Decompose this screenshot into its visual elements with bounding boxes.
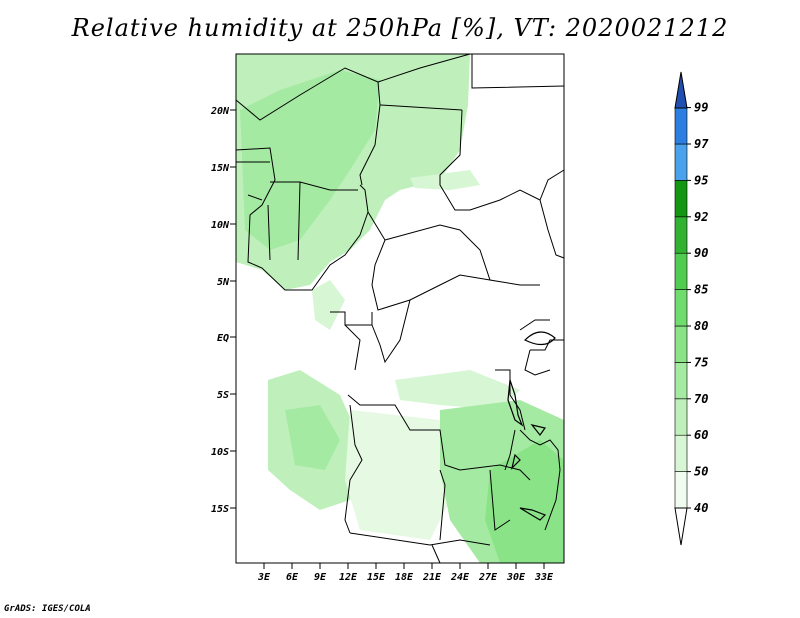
- country-borders: [235, 53, 565, 564]
- colorbar-label: 75: [694, 355, 708, 369]
- colorbar-segment: [674, 216, 688, 254]
- colorbar-segment: [674, 398, 688, 436]
- colorbar-segment: [674, 180, 688, 218]
- colorbar-label: 95: [694, 173, 708, 187]
- colorbar-segment: [674, 143, 688, 181]
- colorbar-segment: [674, 325, 688, 363]
- lakes: [507, 331, 556, 521]
- longitude-labels: 3E 6E 9E 12E 15E 18E 21E 24E 27E 30E 33E: [257, 572, 554, 583]
- colorbar-label: 80: [694, 319, 708, 333]
- colorbar-label: 70: [694, 392, 708, 406]
- colorbar-segment: [674, 471, 688, 509]
- humidity-area-southwest-core: [285, 405, 340, 470]
- colorbar-segment: [674, 362, 688, 400]
- lon-label: 6E: [286, 572, 299, 583]
- humidity-shading: [236, 54, 564, 563]
- lon-label: 15E: [367, 572, 386, 583]
- lat-label: 10N: [211, 220, 230, 231]
- chart-title: Relative humidity at 250hPa [%], VT: 202…: [71, 14, 729, 42]
- lon-label: 27E: [478, 572, 498, 583]
- lon-label: 9E: [314, 572, 327, 583]
- colorbar-label: 90: [694, 246, 708, 260]
- lat-label: 15N: [211, 163, 230, 174]
- colorbar-segments: [674, 107, 688, 509]
- colorbar-label: 99: [694, 101, 708, 115]
- lat-label: 10S: [211, 447, 229, 458]
- colorbar-label: 85: [694, 283, 708, 297]
- lon-label: 21E: [422, 572, 442, 583]
- grads-credit: GrADS: IGES/COLA: [4, 604, 91, 614]
- colorbar-segment: [674, 289, 688, 327]
- humidity-area-central: [395, 370, 520, 410]
- map-frame: [235, 53, 565, 564]
- humidity-area-gabon: [312, 280, 345, 330]
- colorbar: 40 50 60 70 75 80 85 90 92 95 97 99: [674, 71, 709, 546]
- colorbar-labels: 40 50 60 70 75 80 85 90 92 95 97 99: [687, 101, 709, 515]
- colorbar-label: 92: [694, 210, 708, 224]
- colorbar-top-arrow: [674, 71, 688, 109]
- lon-label: 18E: [395, 572, 414, 583]
- lon-label: 30E: [506, 572, 526, 583]
- humidity-area-southeast-core: [485, 440, 564, 563]
- colorbar-label: 50: [694, 465, 708, 479]
- lon-label: 12E: [339, 572, 358, 583]
- lat-label: 5S: [217, 390, 229, 401]
- colorbar-label: 40: [694, 501, 708, 515]
- lat-label: EQ: [217, 333, 229, 344]
- colorbar-label: 97: [694, 137, 709, 151]
- latitude-labels: 20N 15N 10N 5N EQ 5S 10S 15S: [210, 106, 230, 515]
- colorbar-bottom-arrow: [674, 507, 688, 546]
- colorbar-segment: [674, 252, 688, 290]
- humidity-area-south-central: [345, 410, 450, 540]
- lon-label: 33E: [534, 572, 554, 583]
- humidity-area-sahel-core: [240, 70, 380, 250]
- lon-label: 24E: [450, 572, 470, 583]
- colorbar-label: 60: [694, 428, 708, 442]
- lat-label: 5N: [217, 277, 230, 288]
- lat-label: 20N: [210, 106, 230, 117]
- lat-label: 15S: [211, 504, 229, 515]
- map-panel: 20N 15N 10N 5N EQ 5S 10S 15S 3E 6E 9E 12…: [210, 53, 565, 583]
- colorbar-segment: [674, 434, 688, 472]
- axis-ticks: [230, 109, 545, 569]
- lon-label: 3E: [257, 572, 271, 583]
- humidity-area-chad: [410, 170, 480, 190]
- colorbar-segment: [674, 107, 688, 145]
